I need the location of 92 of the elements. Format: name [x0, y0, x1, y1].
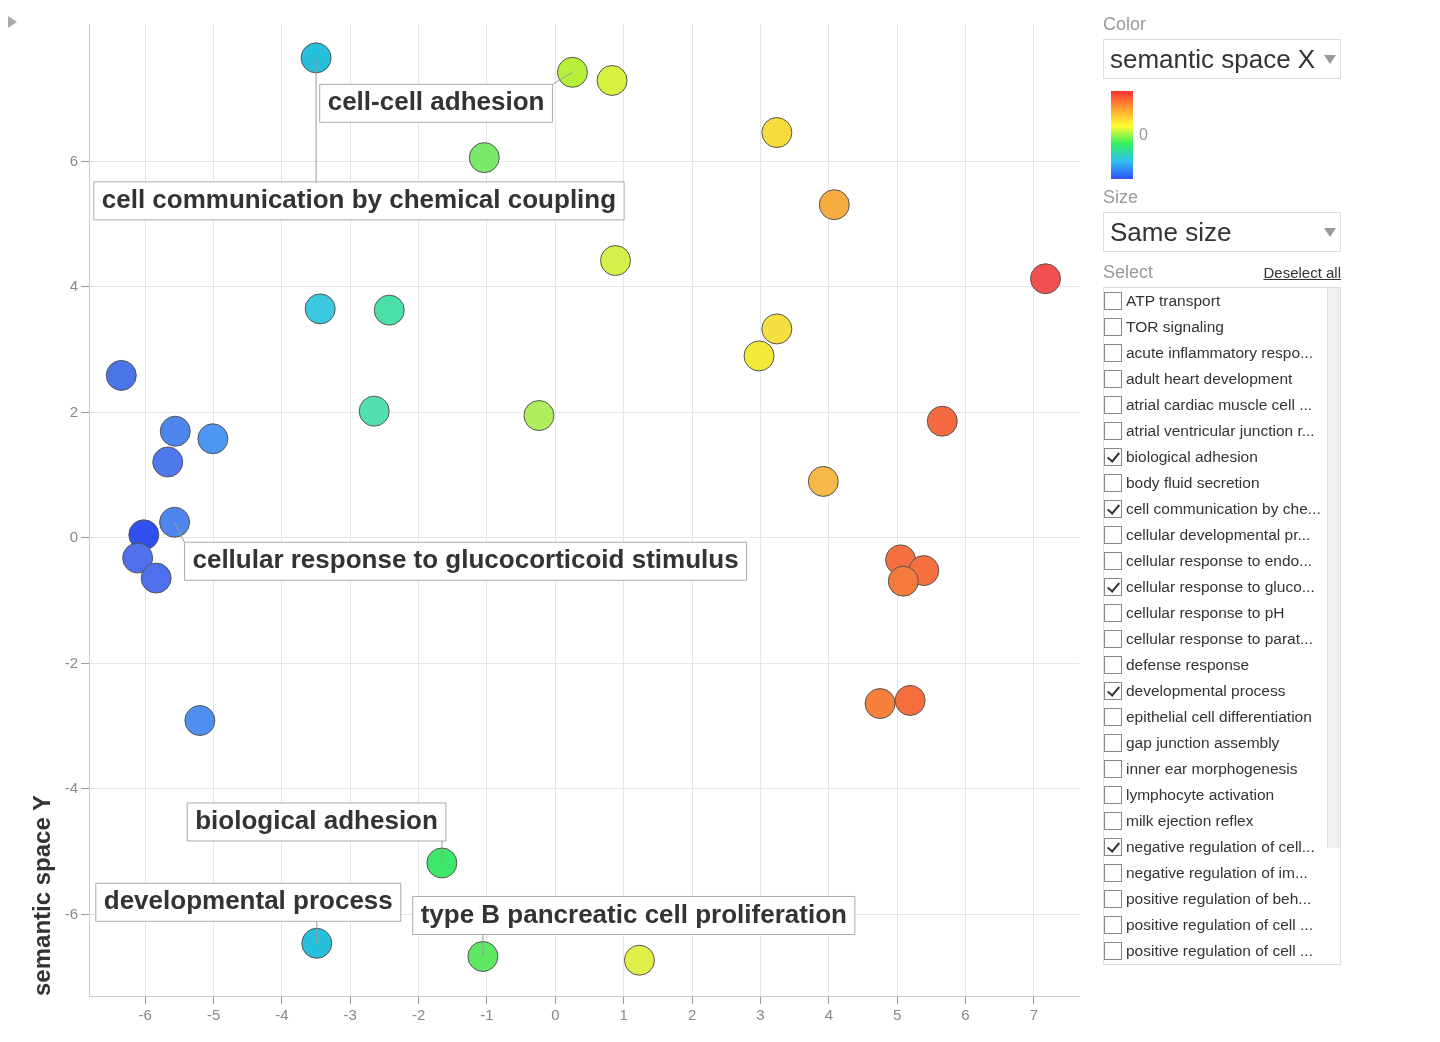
y-tick-label: 2 [69, 402, 79, 420]
text: milk ejection reflex [1126, 812, 1254, 830]
text: inner ear morphogenesis [1126, 760, 1298, 778]
x-tick-label: 3 [756, 1006, 765, 1024]
point [426, 847, 458, 879]
text: Same size [1110, 216, 1232, 248]
point [556, 56, 588, 88]
point [468, 142, 500, 174]
point [152, 446, 184, 478]
text: lymphocyte activation [1126, 786, 1275, 804]
y-tick-label: 6 [69, 151, 79, 169]
text: cellular response to pH [1126, 604, 1285, 622]
text: Deselect all [1263, 264, 1341, 281]
text: atrial cardiac muscle cell ... [1126, 396, 1313, 414]
point [159, 415, 191, 447]
point [184, 705, 216, 737]
text: cellular response to parat... [1126, 630, 1313, 648]
point [596, 64, 628, 96]
text: cellular response to gluco... [1126, 578, 1315, 596]
point [301, 927, 333, 959]
y-tick-label: -4 [64, 779, 79, 797]
point [105, 359, 137, 391]
text: atrial ventricular junction r... [1126, 422, 1315, 440]
text: developmental process [1126, 682, 1286, 700]
annotation: cellular response to glucocorticoid stimulus [192, 544, 739, 575]
y-tick-label: 0 [69, 528, 79, 546]
annotation: biological adhesion [195, 805, 438, 836]
x-tick-label: 5 [892, 1006, 902, 1024]
annotation: cell-cell adhesion [327, 86, 545, 117]
point [358, 395, 390, 427]
x-tick-label: 2 [687, 1006, 697, 1024]
y-axis-title: semantic space Y [28, 794, 56, 996]
text: cellular response to endo... [1126, 552, 1313, 570]
text: negative regulation of cell... [1126, 838, 1315, 856]
x-tick-label: -1 [480, 1006, 494, 1024]
annotation: developmental process [103, 885, 393, 916]
x-tick-label: -4 [275, 1006, 289, 1024]
point [197, 423, 229, 455]
text: cell communication by che... [1126, 500, 1321, 518]
x-tick-label: -3 [343, 1006, 357, 1024]
text: Select [1103, 262, 1154, 283]
point [623, 944, 655, 976]
text: epithelial cell differentiation [1126, 708, 1312, 726]
annotation: cell communication by chemical coupling [101, 184, 617, 215]
point [122, 542, 154, 574]
text: 0 [1139, 126, 1148, 144]
text: body fluid secretion [1126, 474, 1260, 492]
text: Size [1103, 187, 1139, 208]
point [373, 294, 405, 326]
point [523, 400, 555, 432]
x-tick-label: 4 [824, 1006, 833, 1024]
text: defense response [1126, 656, 1250, 674]
annotation: type B pancreatic cell proliferation [420, 898, 847, 929]
text: acute inflammatory respo... [1126, 344, 1313, 362]
text: positive regulation of cell ... [1126, 916, 1313, 934]
text: semantic space X [1110, 43, 1316, 75]
point [600, 245, 632, 277]
point [300, 42, 332, 74]
point [761, 117, 793, 149]
text: positive regulation of beh... [1126, 890, 1312, 908]
point [761, 313, 793, 345]
point [894, 684, 926, 716]
point [140, 562, 172, 594]
text: Color [1103, 14, 1147, 35]
point [807, 465, 839, 497]
point [818, 189, 850, 221]
text: cellular developmental pr... [1126, 526, 1311, 544]
point [1030, 263, 1061, 295]
x-tick-label: -2 [411, 1006, 426, 1024]
x-tick-label: 7 [1029, 1006, 1039, 1024]
y-tick-label: -2 [64, 653, 79, 671]
y-tick-label: -6 [64, 904, 79, 922]
x-tick-label: -5 [206, 1006, 221, 1024]
text: positive regulation of cell ... [1126, 942, 1313, 960]
point [159, 506, 191, 538]
y-tick-label: 4 [69, 277, 79, 295]
point [926, 405, 958, 437]
point [743, 340, 775, 372]
text: gap junction assembly [1126, 734, 1280, 752]
x-tick-label: 1 [619, 1006, 628, 1024]
x-tick-label: -6 [138, 1006, 152, 1024]
text: adult heart development [1126, 370, 1293, 388]
text: negative regulation of im... [1126, 864, 1308, 882]
text: ATP transport [1126, 292, 1221, 310]
x-tick-label: 0 [551, 1006, 560, 1024]
text: TOR signaling [1126, 318, 1224, 336]
point [864, 688, 896, 720]
point [304, 293, 336, 325]
x-tick-label: 6 [961, 1006, 970, 1024]
point [467, 940, 499, 972]
point [887, 565, 919, 597]
text: biological adhesion [1126, 448, 1258, 466]
